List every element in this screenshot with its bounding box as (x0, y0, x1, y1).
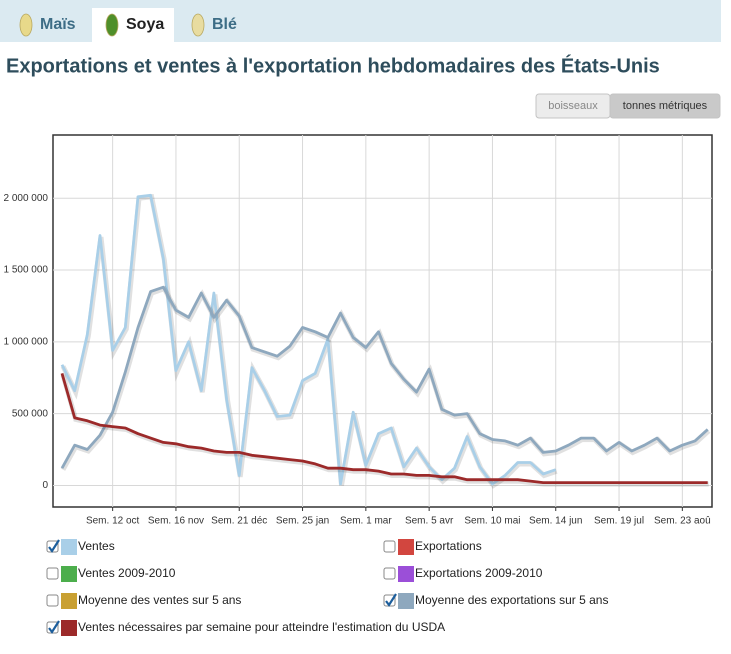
checkmark (48, 539, 60, 553)
checkbox[interactable] (46, 594, 59, 607)
tab-label[interactable]: Maïs (40, 16, 76, 33)
y-tick-label: 2 000 000 (4, 193, 49, 204)
legend-swatch (398, 566, 414, 582)
y-tick-label: 500 000 (12, 408, 49, 419)
x-tick-label: Sem. 10 mai (464, 516, 520, 527)
x-tick-label: Sem. 16 nov (148, 516, 204, 527)
x-tick-label: Sem. 1 mar (340, 516, 392, 527)
unit-label[interactable]: tonnes métriques (623, 100, 708, 112)
unit-button[interactable] (609, 93, 721, 119)
data-line (60, 193, 557, 486)
x-tick-label: Sem. 21 déc (211, 516, 267, 527)
x-tick-label: Sem. 14 jun (529, 516, 582, 527)
legend-swatch (61, 539, 77, 555)
legend-label[interactable]: Moyenne des exportations sur 5 ans (415, 593, 608, 607)
legend-label[interactable]: Ventes nécessaires par semaine pour atte… (78, 620, 445, 634)
x-tick-label: Sem. 12 oct (86, 516, 140, 527)
legend-swatch (398, 539, 414, 555)
legend-label[interactable]: Moyenne des ventes sur 5 ans (78, 593, 241, 607)
x-tick-label: Sem. 5 avr (405, 516, 454, 527)
x-tick-label: Sem. 25 jan (276, 516, 329, 527)
tab-icon (19, 13, 33, 37)
y-tick-label: 0 (42, 480, 48, 491)
legend-label[interactable]: Ventes 2009-2010 (78, 566, 176, 580)
legend-label[interactable]: Ventes (78, 539, 115, 553)
tab-label[interactable]: Soya (126, 16, 164, 33)
checkmark (385, 593, 397, 607)
checkmark (48, 620, 60, 634)
tab-label[interactable]: Blé (212, 16, 237, 33)
y-tick-label: 1 500 000 (4, 265, 49, 276)
data-line (60, 285, 709, 469)
x-tick-label: Sem. 19 jul (594, 516, 644, 527)
y-tick-label: 1 000 000 (4, 336, 49, 347)
unit-label[interactable]: boisseaux (548, 100, 598, 112)
legend-label[interactable]: Exportations 2009-2010 (415, 566, 543, 580)
checkbox[interactable] (383, 567, 396, 580)
legend-swatch (61, 620, 77, 636)
checkbox[interactable] (46, 567, 59, 580)
data-line (60, 373, 708, 484)
tab-icon (191, 13, 205, 37)
legend-swatch (61, 566, 77, 582)
legend-swatch (398, 593, 414, 609)
legend-label[interactable]: Exportations (415, 539, 482, 553)
tab-icon (105, 13, 119, 37)
checkbox[interactable] (383, 540, 396, 553)
legend-swatch (61, 593, 77, 609)
x-tick-label: Sem. 23 aoû (654, 516, 711, 527)
page-title: Exportations et ventes à l'exportation h… (6, 54, 660, 77)
